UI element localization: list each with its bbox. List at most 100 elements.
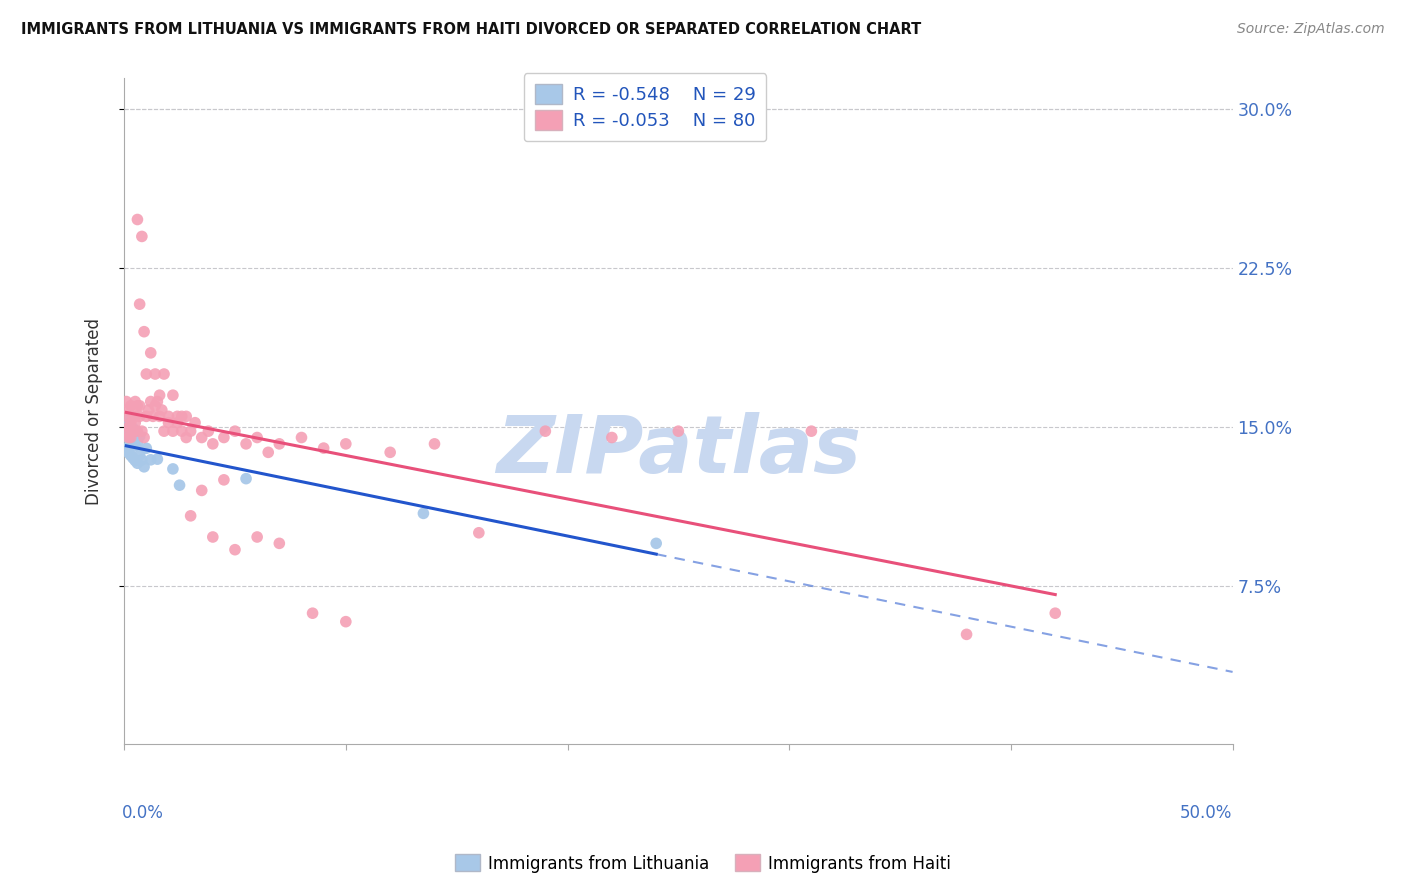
Point: [135, 442, 157, 456]
Point: [269, 437, 291, 451]
Point: [800, 424, 823, 438]
Point: [124, 394, 146, 409]
Point: [190, 430, 212, 444]
Point: [120, 399, 142, 413]
Point: [166, 409, 188, 424]
Point: [122, 421, 145, 435]
Point: [120, 425, 142, 439]
Point: [120, 430, 142, 444]
Point: [1045, 606, 1067, 620]
Text: 50.0%: 50.0%: [1180, 804, 1233, 822]
Point: [335, 615, 357, 629]
Point: [190, 483, 212, 498]
Point: [666, 424, 689, 438]
Point: [120, 449, 142, 463]
Point: [122, 436, 145, 450]
Text: IMMIGRANTS FROM LITHUANIA VS IMMIGRANTS FROM HAITI DIVORCED OR SEPARATED CORRELA: IMMIGRANTS FROM LITHUANIA VS IMMIGRANTS …: [21, 22, 921, 37]
Point: [180, 424, 202, 438]
Point: [235, 472, 257, 486]
Point: [124, 416, 146, 430]
Point: [162, 388, 184, 402]
Point: [127, 456, 149, 470]
Point: [135, 367, 157, 381]
Point: [645, 536, 668, 550]
Point: [246, 530, 269, 544]
Point: [180, 508, 202, 523]
Point: [143, 367, 166, 381]
Point: [117, 431, 139, 445]
Point: [150, 403, 173, 417]
Point: [170, 409, 193, 424]
Point: [170, 424, 193, 438]
Point: [174, 430, 197, 444]
Point: [212, 430, 235, 444]
Point: [257, 445, 280, 459]
Point: [153, 367, 176, 381]
Legend: Immigrants from Lithuania, Immigrants from Haiti: Immigrants from Lithuania, Immigrants fr…: [449, 847, 957, 880]
Point: [174, 409, 197, 424]
Point: [117, 403, 139, 417]
Text: ZIPatlas: ZIPatlas: [496, 412, 860, 490]
Point: [162, 462, 184, 476]
Point: [122, 450, 145, 465]
Point: [117, 416, 139, 430]
Point: [235, 437, 257, 451]
Point: [468, 525, 491, 540]
Point: [290, 430, 312, 444]
Point: [132, 459, 155, 474]
Point: [153, 424, 176, 438]
Point: [127, 435, 149, 450]
Point: [131, 453, 153, 467]
Point: [269, 536, 291, 550]
Point: [138, 403, 160, 417]
Point: [124, 453, 146, 467]
Point: [197, 424, 219, 438]
Point: [142, 409, 165, 424]
Point: [201, 530, 224, 544]
Point: [149, 388, 172, 402]
Point: [128, 448, 150, 462]
Point: [127, 212, 149, 227]
Point: [124, 409, 146, 424]
Point: [301, 606, 323, 620]
Point: [115, 424, 138, 438]
Point: [600, 430, 623, 444]
Point: [132, 430, 155, 444]
Point: [128, 429, 150, 443]
Point: [135, 409, 157, 424]
Point: [184, 416, 207, 430]
Point: [312, 441, 335, 455]
Point: [423, 437, 446, 451]
Point: [122, 409, 145, 424]
Point: [246, 430, 269, 444]
Point: [117, 446, 139, 460]
Y-axis label: Divorced or Separated: Divorced or Separated: [86, 318, 103, 505]
Point: [955, 627, 977, 641]
Point: [224, 424, 246, 438]
Point: [127, 424, 149, 438]
Point: [335, 437, 357, 451]
Point: [412, 507, 434, 521]
Point: [115, 424, 138, 438]
Point: [120, 410, 142, 425]
Point: [128, 399, 150, 413]
Point: [124, 439, 146, 453]
Point: [115, 409, 138, 424]
Point: [128, 297, 150, 311]
Text: 0.0%: 0.0%: [122, 804, 163, 822]
Point: [139, 394, 162, 409]
Point: [146, 452, 169, 467]
Point: [157, 409, 180, 424]
Point: [146, 394, 169, 409]
Point: [128, 409, 150, 424]
Point: [534, 424, 557, 438]
Legend: R = -0.548    N = 29, R = -0.053    N = 80: R = -0.548 N = 29, R = -0.053 N = 80: [524, 73, 766, 141]
Point: [117, 430, 139, 444]
Point: [149, 409, 172, 424]
Point: [169, 478, 191, 492]
Text: Source: ZipAtlas.com: Source: ZipAtlas.com: [1237, 22, 1385, 37]
Point: [115, 394, 138, 409]
Point: [139, 452, 162, 467]
Point: [139, 346, 162, 360]
Point: [117, 420, 139, 434]
